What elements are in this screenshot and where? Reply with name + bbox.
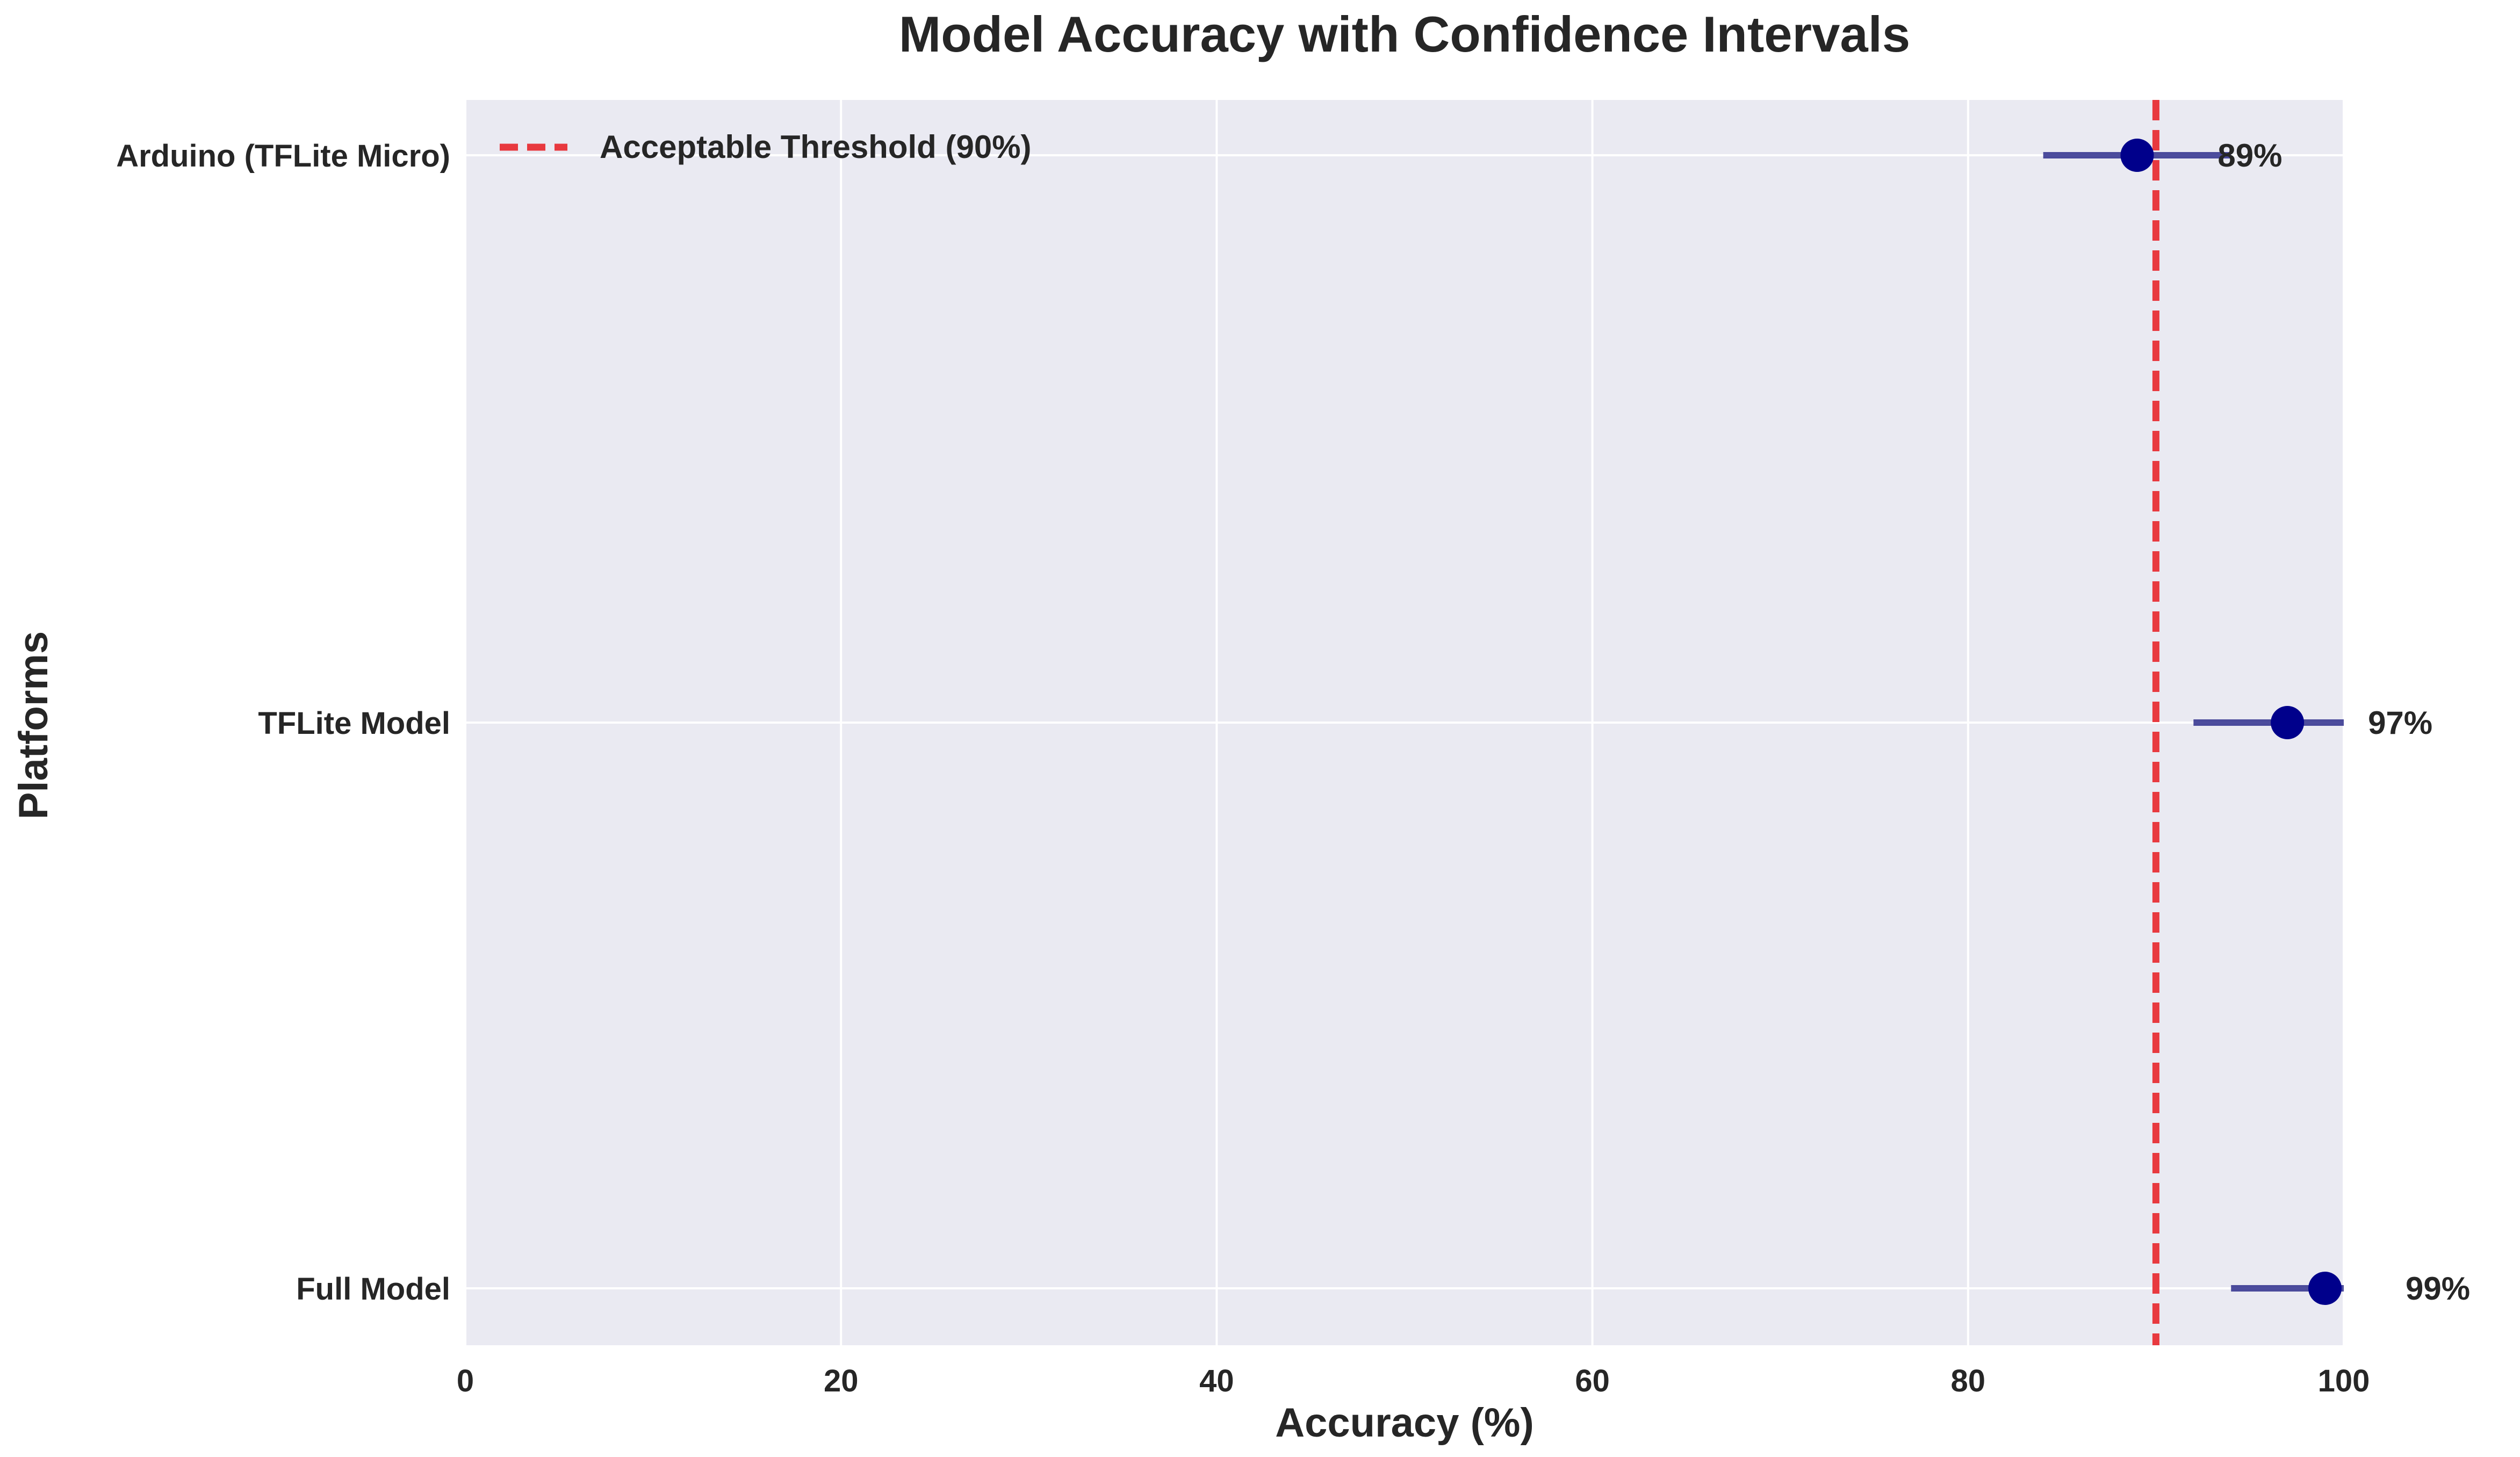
chart-title: Model Accuracy with Confidence Intervals (899, 6, 1910, 62)
x-tick-label: 20 (824, 1364, 859, 1398)
x-axis-label: Accuracy (%) (1275, 1400, 1534, 1446)
y-tick-label: Arduino (TFLite Micro) (116, 139, 450, 174)
data-point (2271, 706, 2305, 739)
legend-threshold-label: Acceptable Threshold (90%) (600, 129, 1032, 165)
legend: Acceptable Threshold (90%) (500, 129, 1032, 165)
data-value-label: 89% (2217, 138, 2282, 174)
data-point (2120, 139, 2154, 172)
data-value-label: 97% (2368, 705, 2432, 741)
data-marks (2043, 100, 2344, 1345)
y-tick-label: TFLite Model (258, 706, 450, 741)
y-tick-label: Full Model (296, 1272, 450, 1307)
x-tick-label: 40 (1199, 1364, 1234, 1398)
x-tick-label: 80 (1951, 1364, 1986, 1398)
data-value-label: 99% (2406, 1271, 2470, 1307)
value-labels: 99% 97% 89% (2217, 138, 2470, 1307)
x-tick-label: 100 (2318, 1364, 2370, 1398)
data-point (2308, 1272, 2342, 1305)
x-tick-label: 60 (1575, 1364, 1610, 1398)
y-axis-label: Platforms (11, 631, 56, 820)
axis-ticks: 0 20 40 60 80 100 Full Model TFLite Model Arduin… (116, 139, 2370, 1398)
x-tick-label: 0 (457, 1364, 474, 1398)
